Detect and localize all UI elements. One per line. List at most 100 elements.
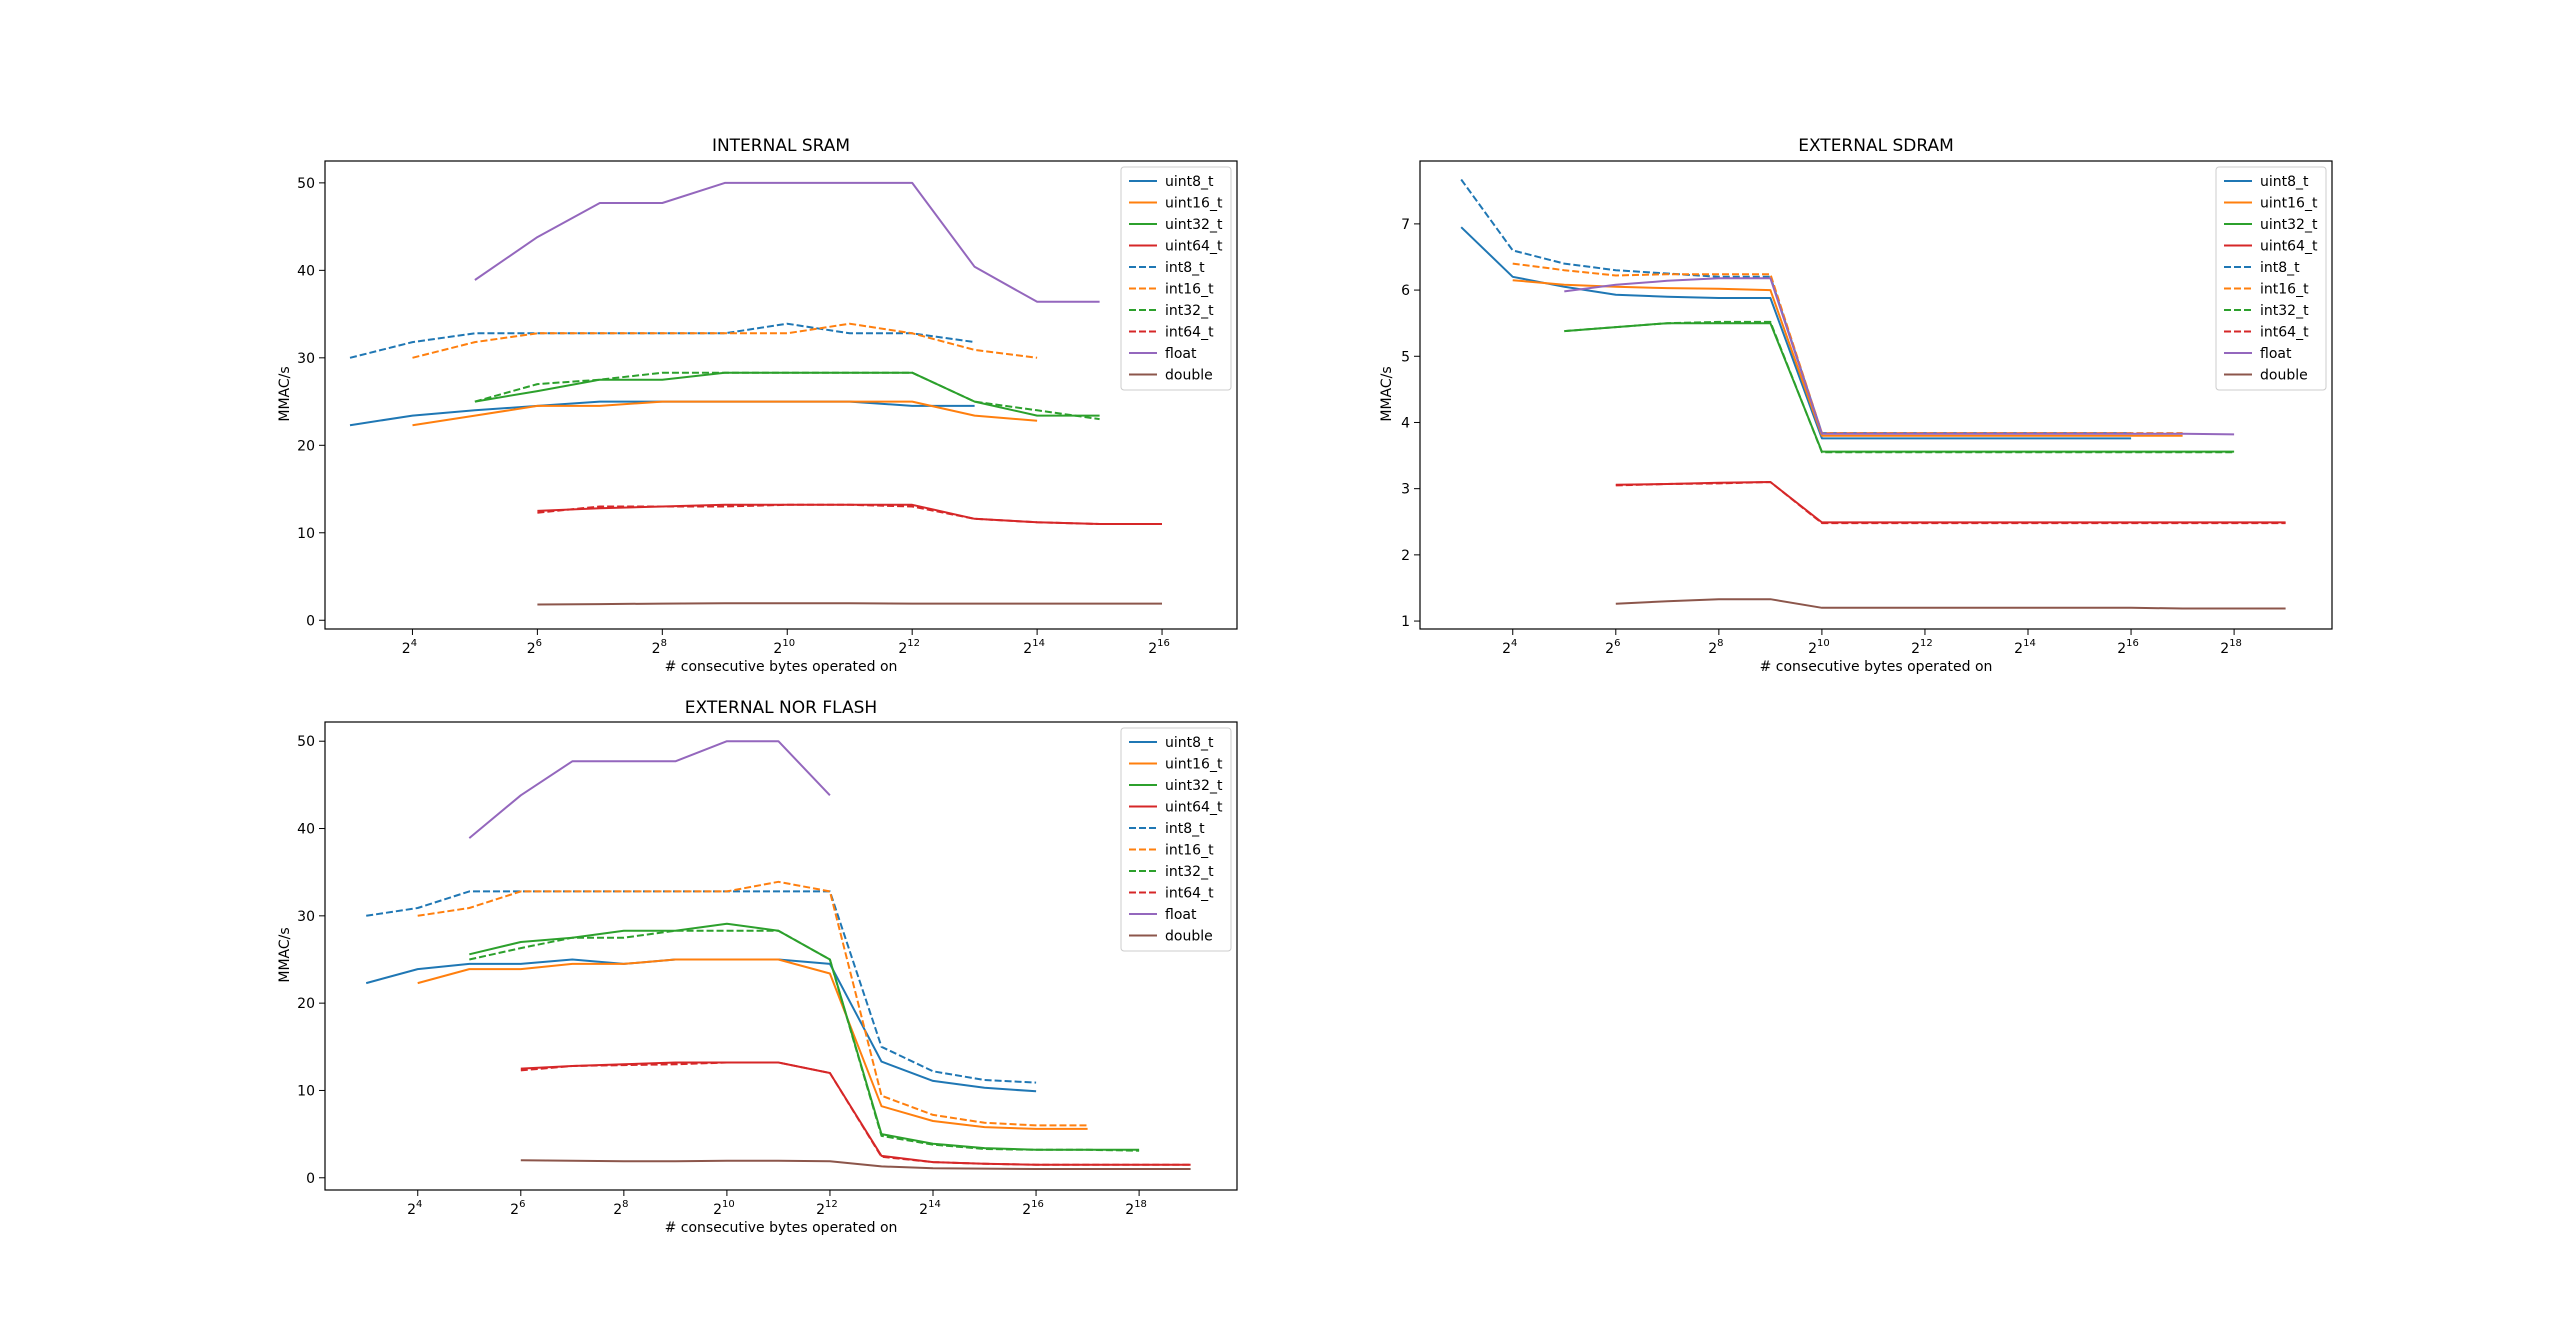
x-axis-label: # consecutive bytes operated on	[1760, 659, 1993, 675]
series-line-float	[468, 740, 831, 839]
y-tick-label: 7	[1401, 217, 1410, 233]
x-tick-label: 28	[652, 638, 667, 657]
x-tick-label: 28	[1708, 638, 1723, 657]
x-tick-label: 214	[919, 1199, 941, 1218]
panel-title: EXTERNAL SDRAM	[1798, 136, 1954, 156]
legend-label: uint16_t	[1165, 196, 1223, 212]
series-line-double	[537, 602, 1162, 606]
legend-box	[1120, 166, 1232, 391]
y-tick-label: 10	[297, 1083, 315, 1099]
legend-label: uint8_t	[1165, 735, 1214, 751]
x-tick-label: 218	[2220, 638, 2242, 657]
series-line-int16-t	[1512, 262, 2183, 435]
legend-label: double	[1165, 929, 1213, 945]
y-tick-label: 30	[297, 351, 315, 367]
y-tick-label: 1	[1401, 614, 1410, 630]
series-line-int16-t	[412, 322, 1038, 359]
y-tick-label: 6	[1401, 283, 1410, 299]
axes-frame	[324, 160, 1238, 630]
axes-frame	[324, 721, 1238, 1191]
series-line-int64-t	[520, 1061, 1191, 1166]
x-tick-label: 216	[1148, 638, 1170, 657]
series-line-uint64-t	[537, 503, 1162, 525]
y-tick-label: 0	[306, 1171, 315, 1187]
series-line-double	[520, 1159, 1191, 1170]
x-tick-label: 24	[407, 1199, 422, 1218]
legend: uint8_t uint16_t uint32_t uint64_t int8_tint…	[2215, 166, 2327, 391]
panel-title: EXTERNAL NOR FLASH	[685, 698, 877, 718]
legend-label: uint32_t	[2260, 217, 2318, 233]
x-tick-label: 24	[402, 638, 417, 657]
series-line-int64-t	[537, 503, 1162, 525]
x-axis-label: # consecutive bytes operated on	[665, 659, 898, 675]
y-tick-label: 0	[306, 613, 315, 629]
external-sdram-panel: EXTERNAL SDRAM # consecutive bytes opera…	[1379, 136, 2333, 675]
legend-label: uint32_t	[1165, 217, 1223, 233]
x-tick-label: 26	[510, 1199, 525, 1218]
y-tick-label: 4	[1401, 415, 1410, 431]
series-line-uint8-t	[1460, 226, 2132, 440]
legend-label: float	[2260, 346, 2292, 362]
x-tick-label: 216	[2117, 638, 2139, 657]
legend-label: int8_t	[2260, 260, 2300, 276]
series-line-uint16-t	[417, 958, 1088, 1130]
y-tick-label: 5	[1401, 349, 1410, 365]
x-tick-label: 26	[527, 638, 542, 657]
y-tick-label: 3	[1401, 482, 1410, 498]
legend-label: uint8_t	[2260, 174, 2309, 190]
y-axis-label: MMAC/s	[1379, 366, 1395, 421]
legend-box	[2215, 166, 2327, 391]
y-tick-label: 40	[297, 263, 315, 279]
y-axis-label: MMAC/s	[277, 927, 293, 982]
x-tick-label: 28	[613, 1199, 628, 1218]
x-tick-label: 210	[773, 638, 795, 657]
series-line-float	[1564, 277, 2235, 436]
y-tick-label: 20	[297, 438, 315, 454]
series-line-float	[474, 181, 1100, 303]
legend-label: uint64_t	[1165, 239, 1223, 255]
legend-label: int32_t	[2260, 303, 2309, 319]
x-tick-label: 212	[816, 1199, 838, 1218]
y-tick-label: 20	[297, 996, 315, 1012]
y-tick-label: 50	[297, 734, 315, 750]
legend-label: int32_t	[1165, 303, 1214, 319]
legend-label: int16_t	[1165, 843, 1214, 859]
series-line-uint16-t	[1512, 279, 2183, 437]
external-nor-flash-panel: EXTERNAL NOR FLASH # consecutive bytes o…	[277, 698, 1238, 1236]
legend-label: double	[1165, 368, 1213, 384]
series-line-uint8-t	[349, 400, 975, 427]
series-line-uint64-t	[1615, 481, 2286, 524]
y-tick-label: 30	[297, 909, 315, 925]
x-tick-label: 212	[1911, 638, 1933, 657]
series-line-int32-t	[469, 929, 1140, 1152]
legend-label: uint64_t	[2260, 239, 2318, 255]
series-line-uint16-t	[412, 400, 1038, 427]
legend-label: int8_t	[1165, 821, 1205, 837]
y-tick-label: 50	[297, 176, 315, 192]
y-axis-label: MMAC/s	[277, 366, 293, 421]
x-tick-label: 210	[713, 1199, 735, 1218]
legend-label: int16_t	[1165, 282, 1214, 298]
series-line-int8-t	[366, 890, 1037, 1084]
y-tick-label: 40	[297, 822, 315, 838]
series-line-uint32-t	[474, 371, 1100, 417]
legend-label: uint16_t	[2260, 196, 2318, 212]
series-line-int16-t	[417, 880, 1088, 1127]
internal-sram-panel: INTERNAL SRAM # consecutive bytes operat…	[277, 136, 1238, 675]
legend-label: uint64_t	[1165, 800, 1223, 816]
legend-label: int64_t	[1165, 325, 1214, 341]
legend-label: int64_t	[1165, 886, 1214, 902]
x-tick-label: 24	[1502, 638, 1517, 657]
x-tick-label: 216	[1022, 1199, 1044, 1218]
x-tick-label: 218	[1125, 1199, 1147, 1218]
x-tick-label: 214	[1023, 638, 1045, 657]
series-line-int8-t	[1460, 178, 2132, 435]
y-tick-label: 2	[1401, 548, 1410, 564]
x-axis-label: # consecutive bytes operated on	[665, 1220, 898, 1236]
legend-label: float	[1165, 346, 1197, 362]
legend-label: int16_t	[2260, 282, 2309, 298]
legend-label: int32_t	[1165, 864, 1214, 880]
legend: uint8_t uint16_t uint32_t uint64_t int8_tint…	[1120, 727, 1232, 952]
